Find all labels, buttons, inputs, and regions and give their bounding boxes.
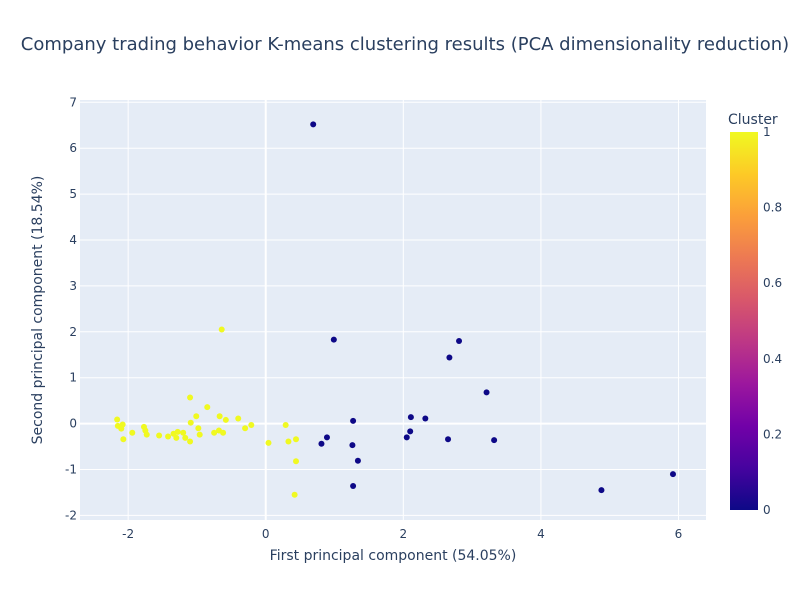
cluster-1-point <box>129 429 136 436</box>
x-tick-label: -2 <box>122 527 134 541</box>
y-tick-label: 2 <box>69 325 77 339</box>
cluster-1-point <box>285 438 292 445</box>
data-points <box>114 121 676 498</box>
colorbar-title: Cluster <box>728 112 778 128</box>
cluster-1-point <box>182 434 189 441</box>
y-tick-label: -2 <box>65 508 77 522</box>
colorbar-tick-label: 0.6 <box>763 276 782 290</box>
y-tick-label: 4 <box>69 233 77 247</box>
x-axis-title: First principal component (54.05%) <box>270 548 517 564</box>
cluster-1-point <box>222 416 229 423</box>
colorbar-tick-label: 0.8 <box>763 201 782 215</box>
cluster-0-point <box>330 336 337 343</box>
cluster-0-point <box>350 483 357 490</box>
cluster-1-point <box>193 413 200 420</box>
cluster-1-point <box>204 404 211 411</box>
cluster-1-point <box>180 429 187 436</box>
cluster-0-point <box>669 471 676 478</box>
cluster-0-point <box>349 442 356 449</box>
x-axis-ticks: -2 0 2 4 6 <box>122 527 682 541</box>
y-tick-label: 7 <box>69 95 77 109</box>
cluster-0-point <box>350 417 357 424</box>
y-axis-title: Second principal component (18.54%) <box>30 176 46 445</box>
colorbar-tick-label: 0 <box>763 503 771 517</box>
cluster-1-point <box>265 439 272 446</box>
cluster-1-point <box>235 415 242 422</box>
cluster-1-point <box>218 326 225 333</box>
cluster-0-point <box>354 457 361 464</box>
colorbar <box>730 132 758 510</box>
cluster-1-point <box>196 431 203 438</box>
cluster-1-point <box>220 429 227 436</box>
cluster-1-point <box>143 431 150 438</box>
cluster-0-point <box>407 414 414 421</box>
cluster-0-point <box>310 121 317 128</box>
chart-title: Company trading behavior K-means cluster… <box>21 34 789 55</box>
colorbar-ticks: 0 0.2 0.4 0.6 0.8 1 <box>763 125 782 517</box>
x-tick-label: 2 <box>399 527 407 541</box>
y-tick-label: 1 <box>69 371 77 385</box>
colorbar-tick-label: 0.4 <box>763 352 782 366</box>
cluster-1-point <box>291 491 298 498</box>
cluster-1-point <box>187 438 194 445</box>
cluster-1-point <box>156 432 163 439</box>
cluster-1-point <box>118 425 125 432</box>
cluster-1-point <box>173 434 180 441</box>
y-tick-label: 3 <box>69 279 77 293</box>
x-tick-label: 6 <box>675 527 683 541</box>
colorbar-tick-label: 1 <box>763 125 771 139</box>
cluster-0-point <box>446 354 453 361</box>
y-tick-label: 0 <box>69 417 77 431</box>
x-tick-label: 0 <box>262 527 270 541</box>
cluster-1-point <box>293 458 300 465</box>
y-tick-label: -1 <box>65 463 77 477</box>
cluster-1-point <box>216 413 223 420</box>
cluster-1-point <box>195 425 202 432</box>
cluster-0-point <box>407 428 414 435</box>
y-tick-label: 6 <box>69 141 77 155</box>
cluster-1-point <box>211 429 218 436</box>
cluster-0-point <box>491 437 498 444</box>
cluster-1-point <box>187 394 194 401</box>
y-tick-label: 5 <box>69 187 77 201</box>
cluster-1-point <box>120 436 127 443</box>
cluster-0-point <box>445 436 452 443</box>
cluster-0-point <box>456 337 463 344</box>
cluster-1-point <box>282 421 289 428</box>
cluster-1-point <box>293 436 300 443</box>
cluster-0-point <box>483 389 490 396</box>
cluster-0-point <box>598 487 605 494</box>
cluster-1-point <box>248 421 255 428</box>
grid-lines <box>80 100 706 520</box>
cluster-0-point <box>422 415 429 422</box>
cluster-1-point <box>114 416 121 423</box>
cluster-1-point <box>187 419 194 426</box>
cluster-1-point <box>165 433 172 440</box>
cluster-1-point <box>242 425 249 432</box>
colorbar-tick-label: 0.2 <box>763 427 782 441</box>
cluster-0-point <box>318 440 325 447</box>
cluster-0-point <box>323 434 330 441</box>
plot-area <box>80 100 706 520</box>
cluster-0-point <box>403 434 410 441</box>
y-axis-ticks: -2 -1 0 1 2 3 4 5 6 7 <box>65 95 77 522</box>
x-tick-label: 4 <box>537 527 545 541</box>
